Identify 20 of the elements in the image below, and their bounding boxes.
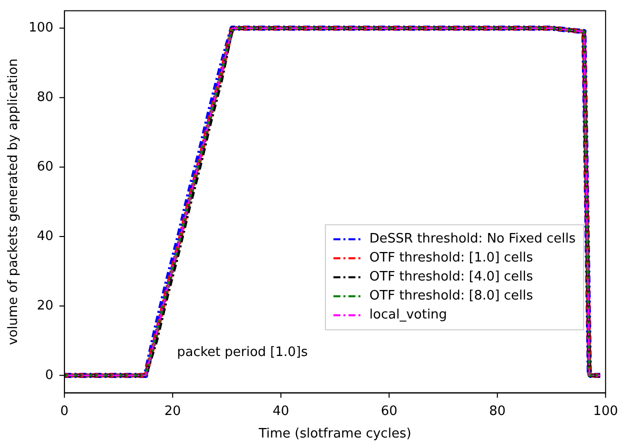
- x-tick-label: 40: [272, 404, 290, 419]
- y-axis-title: volume of packets generated by application: [6, 58, 22, 346]
- y-tick-label: 0: [45, 368, 54, 383]
- legend-label: local_voting: [369, 308, 448, 323]
- x-tick-label: 20: [164, 404, 181, 419]
- x-tick-label: 60: [380, 404, 398, 419]
- x-axis-title: Time (slotframe cycles): [258, 426, 412, 442]
- annotation: packet period [1.0]s: [176, 345, 308, 360]
- y-tick-label: 60: [36, 159, 54, 174]
- legend-label: OTF threshold: [1.0] cells: [369, 250, 534, 266]
- y-tick-label: 100: [28, 20, 54, 36]
- x-tick-label: 80: [489, 404, 506, 419]
- y-tick-label: 20: [36, 298, 54, 314]
- y-tick-label: 40: [36, 228, 54, 244]
- legend-label: OTF threshold: [8.0] cells: [369, 288, 534, 304]
- y-tick-label: 80: [36, 90, 54, 105]
- x-tick-label: 100: [593, 404, 618, 419]
- legend-label: OTF threshold: [4.0] cells: [369, 270, 534, 285]
- legend-label: DeSSR threshold: No Fixed cells: [369, 232, 576, 247]
- x-tick-label: 0: [60, 404, 69, 419]
